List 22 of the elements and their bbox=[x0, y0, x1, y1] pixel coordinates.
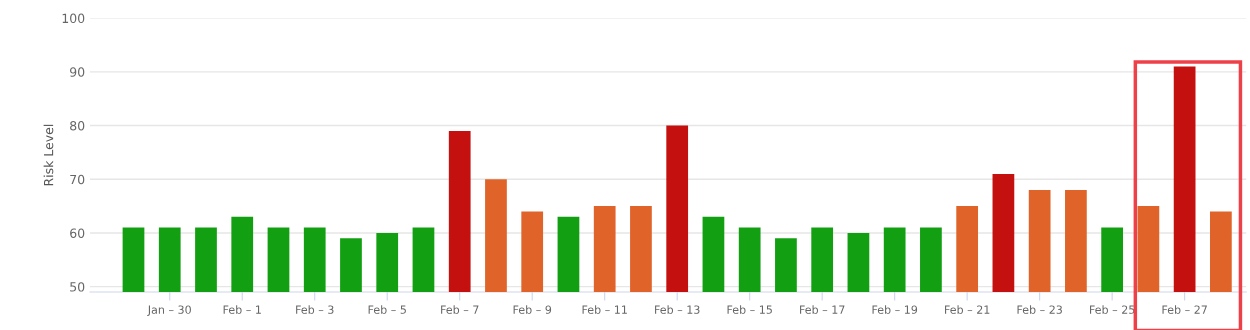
y-tick-label: 80 bbox=[70, 121, 85, 131]
x-tick-label: Jan – 30 bbox=[147, 305, 191, 316]
x-tick-label: Feb – 13 bbox=[655, 305, 700, 314]
y-axis-title: Risk Level bbox=[43, 124, 54, 186]
y-tick-label: 60 bbox=[70, 228, 85, 238]
y-tick-label: 90 bbox=[70, 67, 85, 77]
y-tick-label: 70 bbox=[70, 174, 85, 185]
x-tick-label: Feb – 9 bbox=[513, 305, 552, 314]
x-tick-label: Feb – 21 bbox=[945, 305, 990, 314]
x-tick-label: Feb – 7 bbox=[441, 305, 479, 314]
x-tick-label: Feb – 25 bbox=[1090, 305, 1135, 314]
x-tick-label: Feb – 1 bbox=[223, 305, 261, 314]
x-tick-label: Feb – 17 bbox=[800, 305, 845, 314]
y-tick-label: 100 bbox=[62, 13, 85, 24]
x-tick-label: Feb – 11 bbox=[582, 305, 627, 314]
x-tick-label: Feb – 19 bbox=[872, 305, 918, 314]
x-tick-label: Feb – 27 bbox=[1162, 305, 1207, 314]
x-tick-label: Feb – 5 bbox=[368, 305, 406, 314]
y-tick-label: 50 bbox=[70, 282, 85, 292]
x-tick-label: Feb – 23 bbox=[1017, 305, 1062, 314]
x-tick-label: Feb – 15 bbox=[727, 305, 772, 314]
x-tick-label: Feb – 3 bbox=[296, 305, 334, 314]
